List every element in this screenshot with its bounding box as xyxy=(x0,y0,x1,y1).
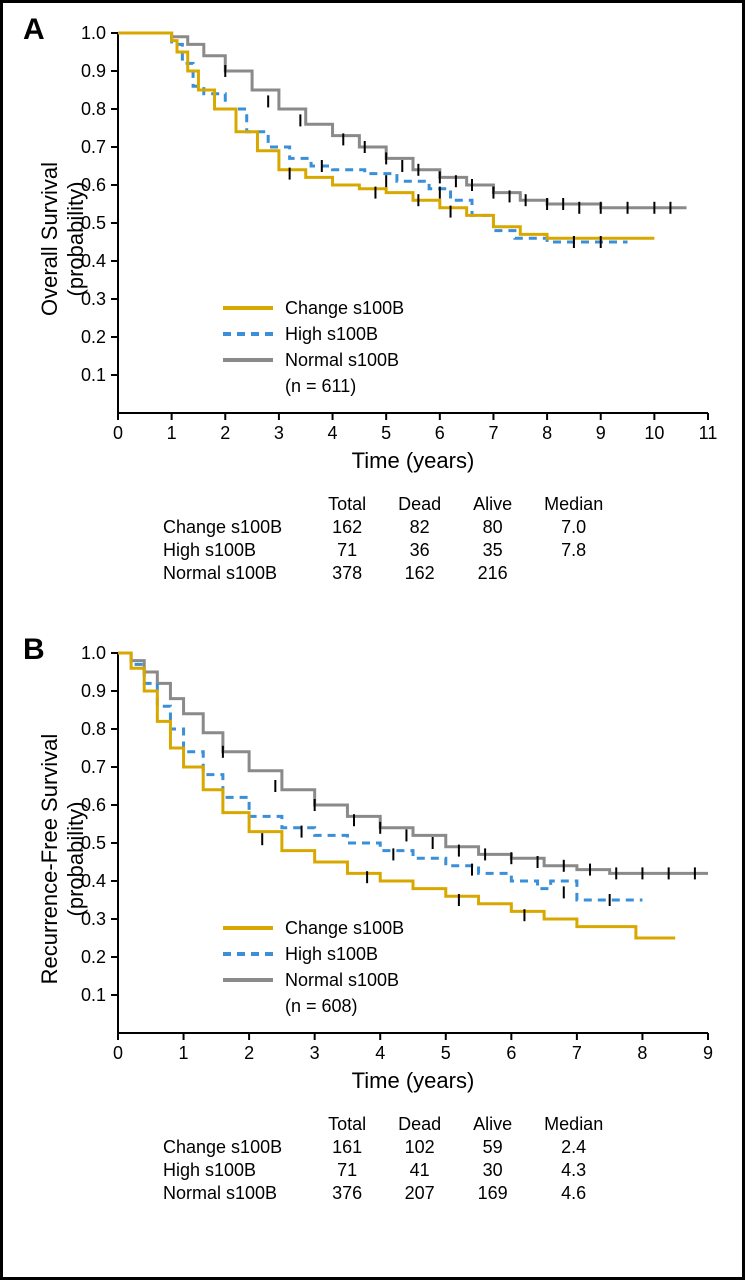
svg-text:9: 9 xyxy=(703,1043,713,1063)
legend-row-high: High s100B xyxy=(223,321,404,347)
legend-row-high-b: High s100B xyxy=(223,941,404,967)
svg-text:0.7: 0.7 xyxy=(81,757,106,777)
svg-text:2: 2 xyxy=(244,1043,254,1063)
legend-label-normal-b: Normal s100B xyxy=(285,970,399,991)
svg-text:5: 5 xyxy=(441,1043,451,1063)
legend-row-n-b: (n = 608) xyxy=(223,993,404,1019)
svg-text:0.6: 0.6 xyxy=(81,795,106,815)
svg-text:2: 2 xyxy=(220,423,230,443)
legend-n-text-b: (n = 608) xyxy=(285,996,358,1017)
svg-text:0.1: 0.1 xyxy=(81,365,106,385)
svg-text:6: 6 xyxy=(435,423,445,443)
svg-text:0.2: 0.2 xyxy=(81,947,106,967)
legend-label-change: Change s100B xyxy=(285,298,404,319)
legend-row-normal-b: Normal s100B xyxy=(223,967,404,993)
panel-a-legend: Change s100B High s100B Normal s100B (n … xyxy=(223,295,404,399)
legend-n-text: (n = 611) xyxy=(285,376,356,397)
svg-text:1: 1 xyxy=(179,1043,189,1063)
legend-swatch-normal xyxy=(223,350,273,370)
legend-row-normal: Normal s100B xyxy=(223,347,404,373)
svg-text:9: 9 xyxy=(596,423,606,443)
svg-text:0.6: 0.6 xyxy=(81,175,106,195)
svg-text:0: 0 xyxy=(113,423,123,443)
legend-label-high: High s100B xyxy=(285,324,378,345)
svg-text:8: 8 xyxy=(637,1043,647,1063)
legend-label-change-b: Change s100B xyxy=(285,918,404,939)
svg-text:0.4: 0.4 xyxy=(81,251,106,271)
legend-row-change: Change s100B xyxy=(223,295,404,321)
svg-text:0.7: 0.7 xyxy=(81,137,106,157)
svg-text:1.0: 1.0 xyxy=(81,23,106,43)
svg-text:0.8: 0.8 xyxy=(81,99,106,119)
svg-text:10: 10 xyxy=(644,423,664,443)
svg-text:1.0: 1.0 xyxy=(81,643,106,663)
panel-a: A Overall Survival (probability) 0123456… xyxy=(3,3,742,643)
panel-b-plot: 01234567890.10.20.30.40.50.60.70.80.91.0 xyxy=(118,653,708,1033)
svg-text:8: 8 xyxy=(542,423,552,443)
legend-swatch-change-b xyxy=(223,918,273,938)
panel-b-label: B xyxy=(23,633,45,667)
panel-a-xlabel: Time (years) xyxy=(118,448,708,474)
legend-swatch-high xyxy=(223,324,273,344)
panel-b-legend: Change s100B High s100B Normal s100B (n … xyxy=(223,915,404,1019)
svg-text:3: 3 xyxy=(310,1043,320,1063)
svg-text:7: 7 xyxy=(488,423,498,443)
panel-a-plot: 012345678910110.10.20.30.40.50.60.70.80.… xyxy=(118,33,708,413)
svg-text:0.3: 0.3 xyxy=(81,909,106,929)
panel-b-ylabel-line1: Recurrence-Free Survival xyxy=(37,734,62,985)
panel-a-ylabel-line1: Overall Survival xyxy=(37,162,62,316)
svg-text:0.9: 0.9 xyxy=(81,61,106,81)
legend-row-change-b: Change s100B xyxy=(223,915,404,941)
legend-label-normal: Normal s100B xyxy=(285,350,399,371)
panel-a-label: A xyxy=(23,13,45,47)
svg-text:0.5: 0.5 xyxy=(81,833,106,853)
svg-text:0.2: 0.2 xyxy=(81,327,106,347)
legend-swatch-normal-b xyxy=(223,970,273,990)
svg-text:0.4: 0.4 xyxy=(81,871,106,891)
svg-text:0.5: 0.5 xyxy=(81,213,106,233)
svg-text:3: 3 xyxy=(274,423,284,443)
svg-text:1: 1 xyxy=(167,423,177,443)
svg-text:0.3: 0.3 xyxy=(81,289,106,309)
panel-b: B Recurrence-Free Survival (probability)… xyxy=(3,623,742,1273)
svg-text:11: 11 xyxy=(699,423,718,443)
panel-b-xlabel: Time (years) xyxy=(118,1068,708,1094)
svg-text:0.9: 0.9 xyxy=(81,681,106,701)
svg-text:0: 0 xyxy=(113,1043,123,1063)
legend-swatch-change xyxy=(223,298,273,318)
svg-text:0.1: 0.1 xyxy=(81,985,106,1005)
legend-swatch-high-b xyxy=(223,944,273,964)
panel-b-table: TotalDeadAliveMedianChange s100B16110259… xyxy=(163,1113,619,1205)
figure-container: A Overall Survival (probability) 0123456… xyxy=(0,0,745,1280)
svg-text:7: 7 xyxy=(572,1043,582,1063)
svg-text:5: 5 xyxy=(381,423,391,443)
legend-label-high-b: High s100B xyxy=(285,944,378,965)
panel-a-table: TotalDeadAliveMedianChange s100B16282807… xyxy=(163,493,619,585)
svg-text:0.8: 0.8 xyxy=(81,719,106,739)
legend-row-n: (n = 611) xyxy=(223,373,404,399)
svg-text:6: 6 xyxy=(506,1043,516,1063)
svg-text:4: 4 xyxy=(375,1043,385,1063)
svg-text:4: 4 xyxy=(328,423,338,443)
